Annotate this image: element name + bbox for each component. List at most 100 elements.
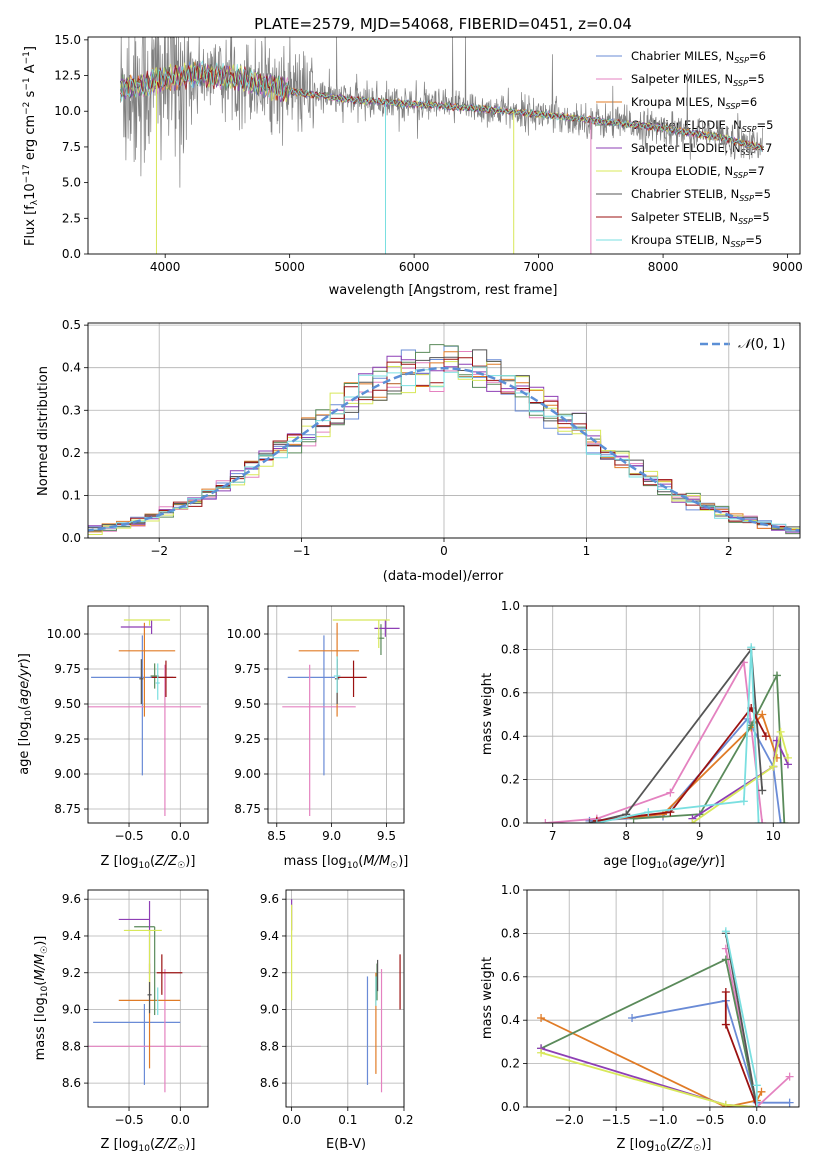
xtick-label: −1	[293, 544, 311, 558]
xtick-label: 0.2	[394, 1113, 413, 1127]
model-spectrum-line	[120, 59, 763, 152]
weight-line	[724, 933, 758, 1107]
ytick-label: 0.2	[62, 446, 81, 460]
weight-marker	[769, 762, 778, 771]
xtick-label: 5000	[274, 260, 305, 274]
age_vs_z-plot-area	[88, 619, 201, 816]
weight-marker	[721, 1100, 730, 1107]
ytick-label: 0.5	[62, 318, 81, 332]
xtick-label: 0	[440, 544, 448, 558]
weight-marker	[785, 1072, 794, 1081]
ytick-label: 8.75	[54, 802, 81, 816]
weight_vs_z-plot-area	[537, 927, 794, 1107]
xtick-label: 8000	[648, 260, 679, 274]
weight-marker	[758, 786, 767, 795]
xtick-label: −0.5	[114, 829, 143, 843]
model-spectrum-line	[120, 60, 764, 152]
xtick-label: 0.0	[171, 1113, 190, 1127]
xtick-label: 9.5	[377, 829, 396, 843]
weight-marker	[666, 788, 675, 797]
age-z-ylabel: age [log10(age/yr)]	[17, 653, 34, 775]
xtick-label: 9.0	[322, 829, 341, 843]
weight-marker	[721, 1020, 730, 1029]
weight-line	[596, 706, 767, 822]
ytick-label: 1.0	[501, 883, 520, 897]
weight_vs_z-axes: −2.0 −1.5 −1.0 −0.5 0.0 0.0 0.2 0.4 0.6 0.8 1.0	[501, 883, 800, 1127]
weight-marker	[592, 819, 601, 823]
age_vs_z-axes: −0.5 0.0 8.75 9.00 9.25 9.50 9.75 10.00	[47, 605, 209, 843]
ytick-label: 9.0	[260, 1003, 279, 1017]
ytick-label: 7.5	[62, 140, 81, 154]
legend-label: Kroupa STELIB, NSSP=5	[631, 233, 762, 249]
axes-frame	[267, 605, 405, 824]
ytick-label: 8.75	[234, 802, 261, 816]
ytick-label: 0.4	[62, 361, 81, 375]
weight-marker	[739, 797, 748, 806]
weight-line	[631, 999, 790, 1104]
legend-label: Chabrier MILES, NSSP=6	[631, 49, 766, 65]
weight-z-xlabel: Z [log10(Z/Z☉)]	[617, 1137, 712, 1154]
weight-line	[540, 1017, 763, 1107]
weight-marker	[754, 819, 763, 823]
xtick-label: 0.0	[747, 1113, 766, 1127]
spectrum-axes: 4000 5000 6000 7000 8000 9000 0.0 2.5 5.0 7.5 10.0…	[54, 33, 803, 274]
weight-marker	[537, 1048, 546, 1057]
xtick-label: 8	[622, 829, 630, 843]
weight-z-ylabel: mass weight	[480, 957, 495, 1039]
spectrum-plot-area	[120, 37, 764, 254]
xtick-label: −0.5	[114, 1113, 143, 1127]
ytick-label: 9.6	[260, 892, 279, 906]
weight-age-xlabel: age [log10(age/yr)]	[603, 854, 725, 871]
weight-marker	[780, 819, 789, 823]
axes-frame	[87, 322, 801, 539]
ytick-label: 9.6	[62, 892, 81, 906]
ytick-label: 10.00	[47, 627, 81, 641]
ytick-label: 0.8	[501, 926, 520, 940]
legend-label: Chabrier STELIB, NSSP=5	[631, 187, 771, 203]
ytick-label: 9.50	[234, 697, 261, 711]
spectrum-xlabel: wavelength [Angstrom, rest frame]	[329, 283, 558, 298]
axes-frame	[87, 889, 209, 1108]
ytick-label: 2.5	[62, 211, 81, 225]
weight-line	[691, 737, 789, 820]
ytick-label: 5.0	[62, 176, 81, 190]
ytick-label: 0.1	[62, 488, 81, 502]
ytick-label: 0.0	[62, 247, 81, 261]
ytick-label: 9.25	[54, 732, 81, 746]
weight-line	[724, 948, 791, 1107]
spectrum-ylabel: Flux [fλ10−17 erg cm−2 s−1 A−1]	[22, 46, 40, 246]
ytick-label: 0.4	[501, 729, 520, 743]
legend-label: Kroupa ELODIE, NSSP=7	[631, 164, 765, 180]
weight-marker	[785, 1098, 794, 1107]
weight-marker	[761, 732, 770, 741]
xtick-label: −1.0	[648, 1113, 677, 1127]
ytick-label: 12.5	[54, 69, 81, 83]
weight_vs_age-plot-area	[541, 643, 792, 823]
ytick-label: 8.8	[260, 1039, 279, 1053]
age-z-xlabel: Z [log10(Z/Z☉)]	[101, 854, 196, 871]
ytick-label: 0.0	[501, 1100, 520, 1114]
mass-z-xlabel: Z [log10(Z/Z☉)]	[101, 1137, 196, 1154]
ytick-label: 8.6	[62, 1076, 81, 1090]
residuals-ylabel: Normed distribution	[36, 366, 51, 496]
residuals-plot-area	[88, 344, 800, 536]
xtick-label: 9000	[772, 260, 803, 274]
residuals-axes: −2 −1 0 1 2 0.0 0.1 0.2 0.3 0.4 0.5	[62, 318, 801, 558]
xtick-label: 6000	[399, 260, 430, 274]
xtick-label: −2	[150, 544, 168, 558]
model-spectrum-line	[120, 64, 764, 152]
xtick-label: 8.5	[267, 829, 286, 843]
ytick-label: 0.0	[501, 816, 520, 830]
ytick-label: 0.0	[62, 531, 81, 545]
ytick-label: 9.50	[54, 697, 81, 711]
weight_vs_age-axes: 7 8 9 10 0.0 0.2 0.4 0.6 0.8 1.0	[501, 599, 800, 843]
weight-line	[633, 672, 786, 823]
legend-label: Salpeter MILES, NSSP=5	[631, 72, 765, 88]
xtick-label: 1	[583, 544, 591, 558]
xtick-label: 2	[725, 544, 733, 558]
xtick-label: 10	[766, 829, 781, 843]
ytick-label: 9.4	[62, 929, 81, 943]
legend-label: Salpeter STELIB, NSSP=5	[631, 210, 770, 226]
ytick-label: 9.0	[62, 1003, 81, 1017]
weight-line	[540, 958, 758, 1107]
